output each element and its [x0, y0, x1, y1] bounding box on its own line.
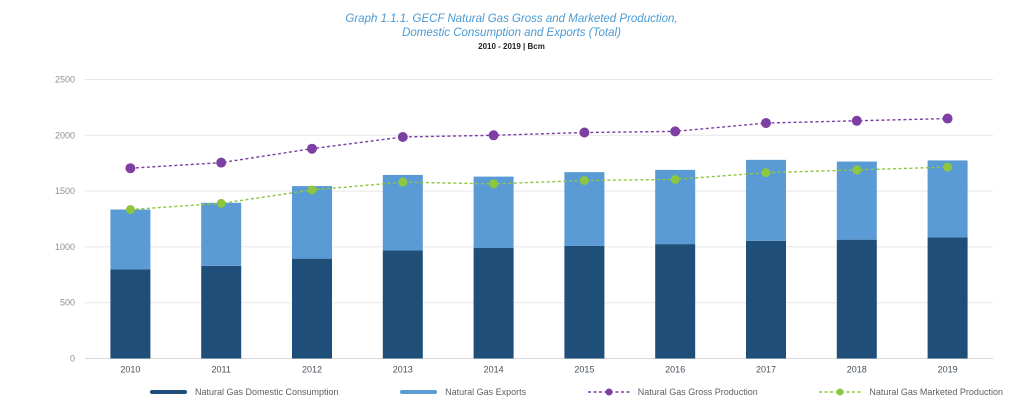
data-point-gross-2013[interactable] — [397, 131, 408, 142]
chart-period-unit: 2010 - 2019 | Bcm — [478, 42, 545, 51]
data-point-gross-2014[interactable] — [488, 130, 499, 141]
bar-exports-2019[interactable] — [927, 160, 968, 238]
bar-exports-2012[interactable] — [292, 186, 332, 259]
data-point-marketed-2011[interactable] — [216, 198, 226, 208]
legend-item-natural-gas-exports[interactable]: Natural Gas Exports — [400, 387, 526, 397]
chart-legend: Natural Gas Domestic Consumption Natural … — [150, 384, 1003, 400]
y-tick-label: 500 — [60, 298, 75, 308]
bar-domestic-consumption-2011[interactable] — [201, 265, 242, 359]
data-point-gross-2010[interactable] — [125, 163, 136, 174]
chart-title-line1: Graph 1.1.1. GECF Natural Gas Gross and … — [345, 13, 678, 25]
y-tick-label: 1000 — [55, 242, 75, 252]
x-tick-label-2014: 2014 — [484, 365, 504, 375]
y-tick-label: 0 — [70, 354, 75, 364]
bar-exports-2018[interactable] — [836, 161, 877, 240]
y-tick-label: 2500 — [55, 75, 75, 85]
legend-item-natural-gas-domestic-consumption[interactable]: Natural Gas Domestic Consumption — [150, 387, 339, 397]
bar-exports-2014[interactable] — [473, 176, 514, 249]
series-line-marketed-production[interactable] — [130, 166, 948, 211]
data-point-marketed-2013[interactable] — [398, 177, 408, 187]
data-point-marketed-2012[interactable] — [307, 185, 317, 195]
y-tick-label: 1500 — [55, 186, 75, 196]
y-tick-label: 2000 — [55, 130, 75, 140]
x-tick-label-2010: 2010 — [120, 365, 140, 375]
x-tick-label-2011: 2011 — [212, 365, 231, 375]
bar-exports-2010[interactable] — [110, 209, 151, 270]
bar-exports-2011[interactable] — [201, 202, 242, 266]
chart-header: Graph 1.1.1. GECF Natural Gas Gross and … — [0, 13, 1023, 51]
data-point-marketed-2014[interactable] — [489, 179, 499, 189]
bar-domestic-consumption-2016[interactable] — [655, 244, 696, 359]
legend-item-natural-gas-marketed-production[interactable]: Natural Gas Marketed Production — [819, 387, 1003, 397]
data-point-marketed-2015[interactable] — [579, 175, 589, 185]
x-tick-label-2015: 2015 — [574, 365, 594, 375]
x-tick-label-2017: 2017 — [756, 365, 776, 375]
bar-domestic-consumption-2017[interactable] — [746, 240, 786, 359]
data-point-marketed-2010[interactable] — [125, 205, 135, 215]
bar-domestic-consumption-2018[interactable] — [836, 239, 877, 359]
data-point-gross-2015[interactable] — [579, 127, 590, 138]
data-point-gross-2017[interactable] — [761, 118, 771, 129]
data-point-gross-2012[interactable] — [307, 143, 317, 154]
data-point-marketed-2018[interactable] — [852, 165, 862, 175]
data-point-gross-2019[interactable] — [942, 113, 953, 124]
bar-domestic-consumption-2012[interactable] — [292, 258, 332, 359]
data-point-marketed-2017[interactable] — [761, 168, 771, 178]
legend-dashed-line-marker — [819, 388, 862, 396]
x-tick-label-2018: 2018 — [847, 365, 867, 375]
series-line-gross-production[interactable] — [130, 117, 948, 169]
bar-domestic-consumption-2010[interactable] — [110, 269, 151, 359]
bar-domestic-consumption-2015[interactable] — [564, 245, 605, 359]
x-tick-label-2013: 2013 — [393, 365, 413, 375]
legend-item-label: Natural Gas Exports — [445, 387, 527, 397]
legend-item-label: Natural Gas Domestic Consumption — [195, 387, 339, 397]
bar-exports-2013[interactable] — [382, 174, 423, 251]
legend-bar-swatch — [400, 390, 438, 394]
x-tick-label-2012: 2012 — [302, 365, 322, 375]
data-point-gross-2018[interactable] — [851, 115, 862, 126]
bar-domestic-consumption-2019[interactable] — [927, 237, 968, 359]
x-tick-label-2019: 2019 — [938, 365, 958, 375]
bar-domestic-consumption-2013[interactable] — [382, 250, 423, 359]
chart-title-line2: Domestic Consumption and Exports (Total) — [402, 26, 621, 39]
legend-dashed-line-marker — [587, 388, 630, 396]
data-point-gross-2011[interactable] — [216, 157, 227, 168]
legend-bar-swatch — [150, 390, 187, 394]
data-point-gross-2016[interactable] — [670, 126, 681, 137]
data-point-marketed-2019[interactable] — [943, 162, 953, 172]
legend-item-label: Natural Gas Gross Production — [637, 387, 758, 397]
legend-item-label: Natural Gas Marketed Production — [869, 387, 1003, 397]
data-point-marketed-2016[interactable] — [670, 174, 680, 184]
legend-item-natural-gas-gross-production[interactable]: Natural Gas Gross Production — [587, 387, 758, 397]
bar-domestic-consumption-2014[interactable] — [473, 248, 514, 359]
x-tick-label-2016: 2016 — [665, 365, 685, 375]
